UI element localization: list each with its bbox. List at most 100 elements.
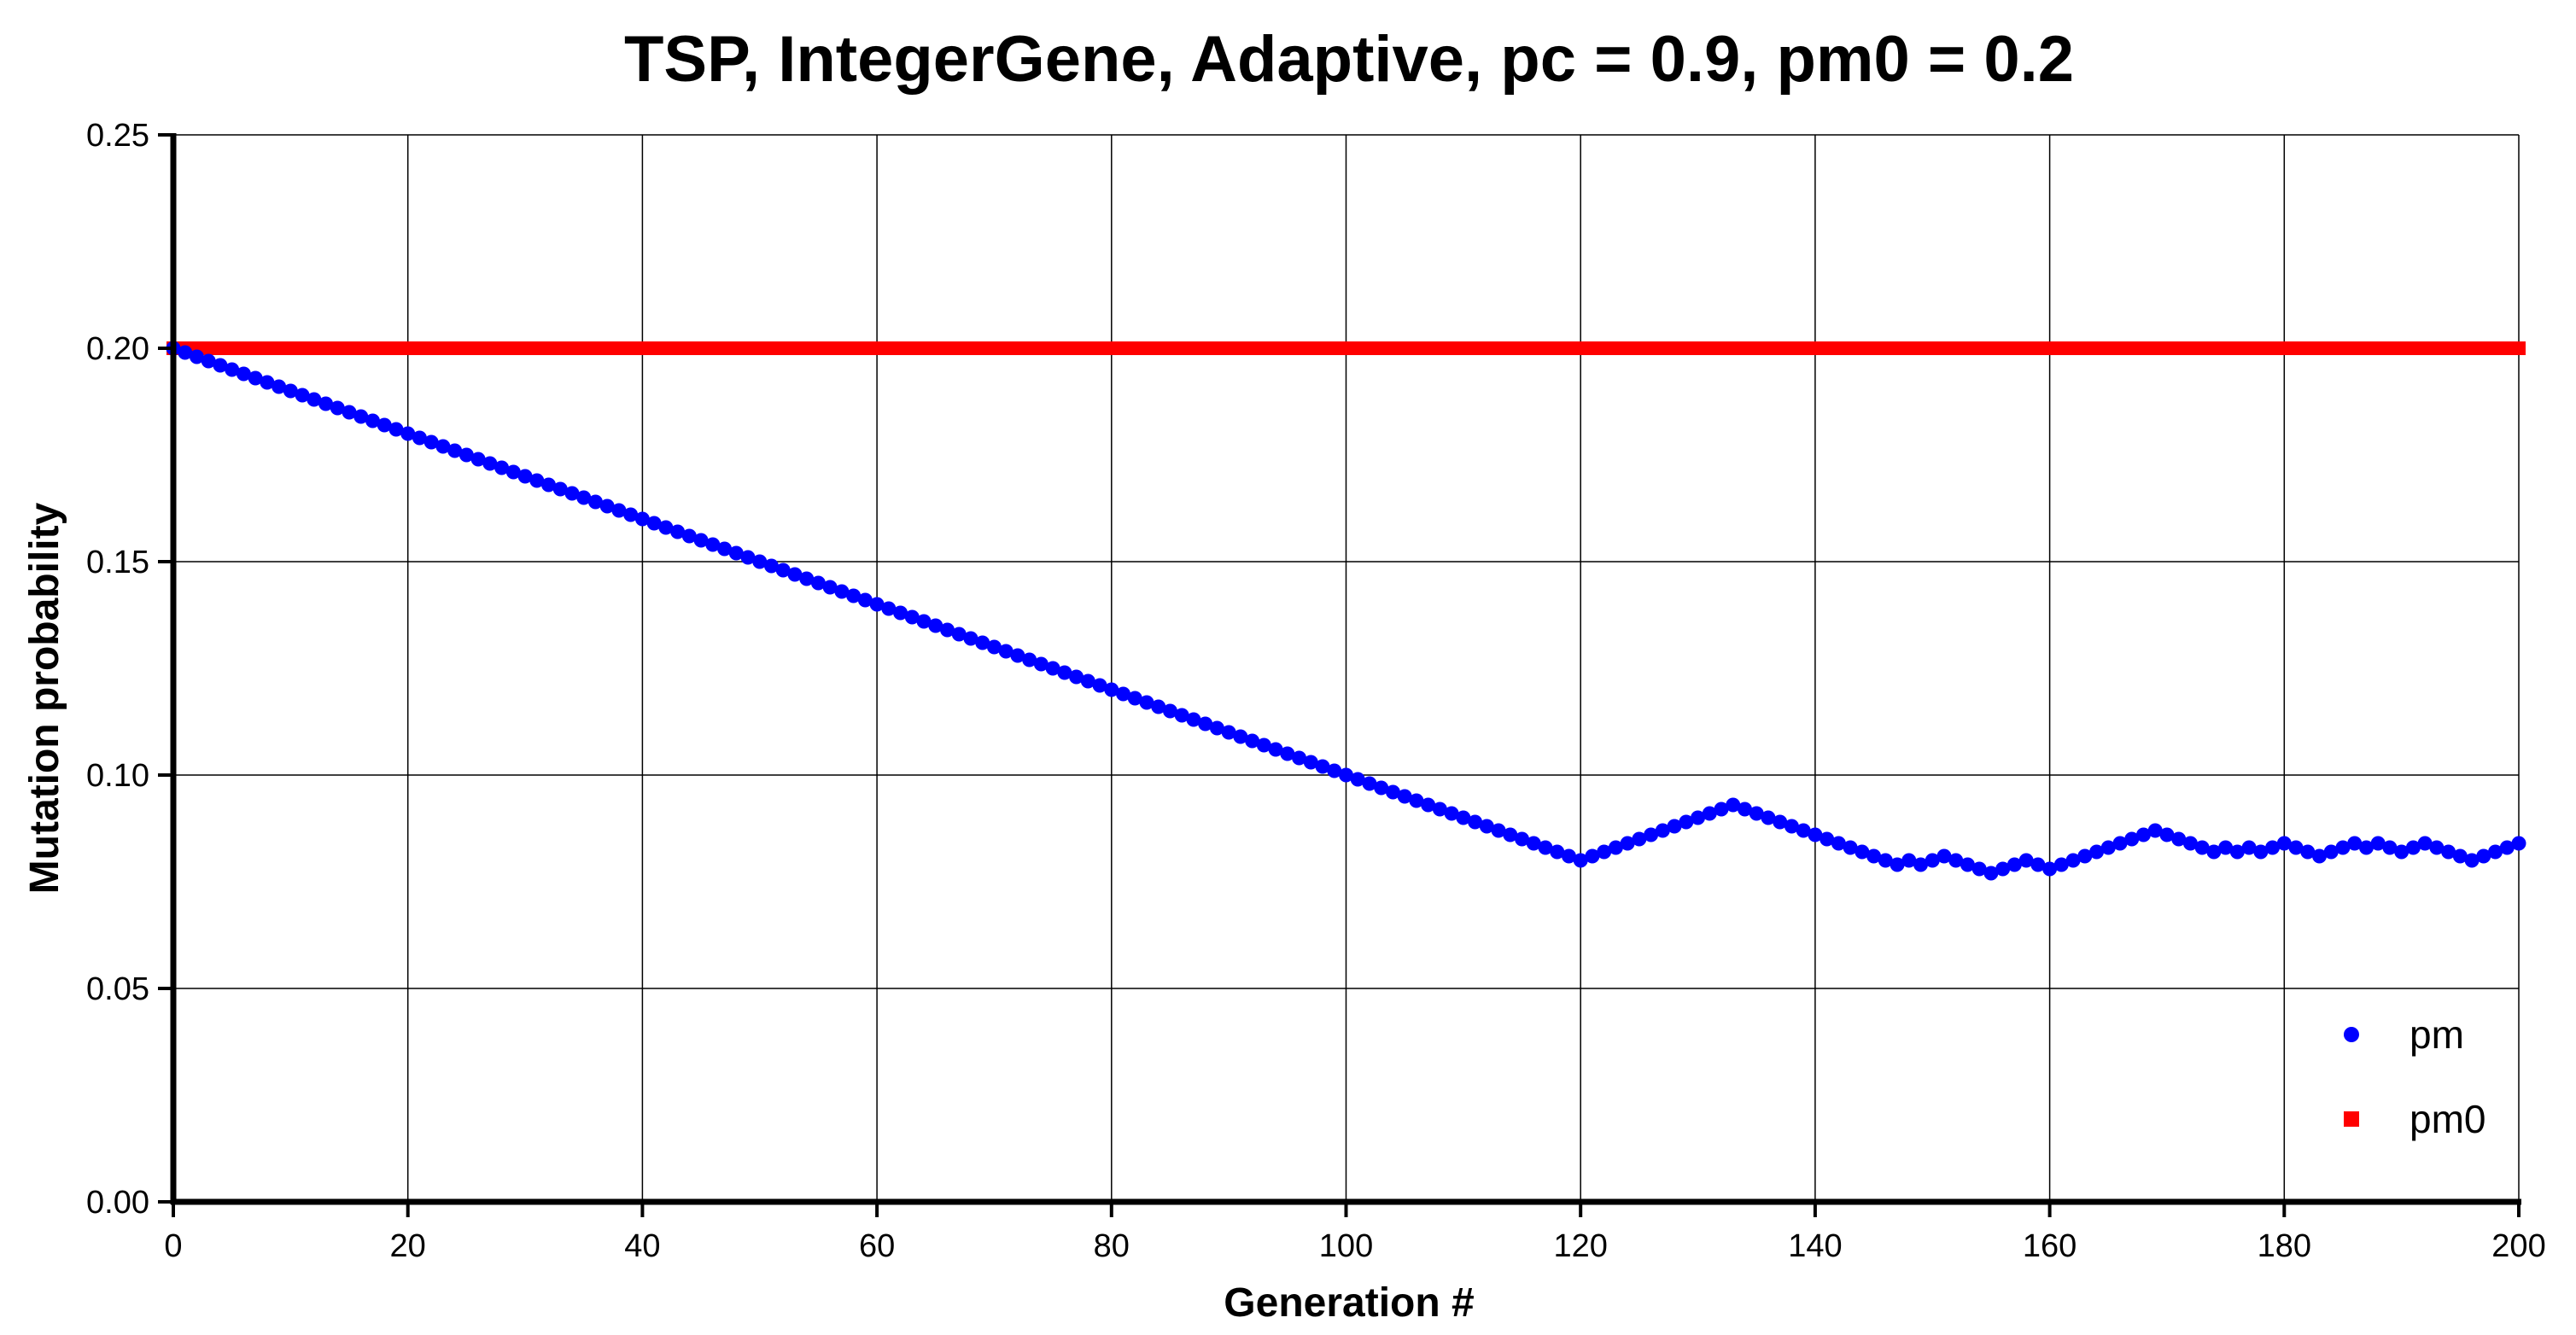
pm0-point [213,341,227,355]
pm-point [1503,827,1518,842]
pm0-point [1936,341,1951,355]
pm-point [822,580,838,595]
pm0-point [1081,341,1095,355]
pm0-point [2148,341,2163,355]
pm0-point [1703,341,1717,355]
pm-point [1174,708,1189,723]
pm0-point [2171,341,2186,355]
pm0-point [2206,341,2221,355]
pm0-point [1913,341,1928,355]
pm-point [1104,682,1119,697]
pm0-point [1304,341,1318,355]
x-tick-label: 120 [1553,1228,1607,1264]
pm0-point [2394,341,2409,355]
pm-point [1045,661,1060,676]
pm0-point [1972,341,1987,355]
pm0-point [940,341,955,355]
pm-point [505,464,521,480]
pm0-point [1280,341,1294,355]
pm0-point [1433,341,1447,355]
pm0-point [1104,341,1119,355]
pm-point [623,507,639,522]
pm0-point [283,341,298,355]
pm-point [834,584,850,599]
pm-point [1256,737,1271,753]
pm0-point [2371,341,2386,355]
pm-point [1737,802,1752,817]
pm0-point [2136,341,2151,355]
pm0-point [1995,341,2010,355]
pm0-point [1128,341,1142,355]
pm0-point [2253,341,2268,355]
pm-point [1362,776,1377,791]
x-axis-label: Generation # [1224,1280,1474,1326]
pm0-point [1409,341,1423,355]
pm0-point [2312,341,2327,355]
pm-point [318,396,334,411]
pm0-point [975,341,990,355]
pm-point [435,439,451,454]
pm-point [1726,797,1741,813]
pm0-point [2242,341,2257,355]
pm0-point [1609,341,1623,355]
pm-point [2100,840,2116,855]
pm-point [2265,840,2281,855]
pm0-point [1621,341,1635,355]
pm0-point [471,341,486,355]
pm0-point [623,341,638,355]
pm-point [2206,844,2222,860]
pm-point [2053,857,2069,872]
x-tick-label: 60 [859,1228,895,1264]
pm0-point [1714,341,1729,355]
x-tick-label: 0 [164,1228,182,1264]
pm0-point [482,341,497,355]
pm0-point [705,341,720,355]
pm-point [1139,695,1154,710]
pm-point [1960,857,1975,872]
pm-point [1901,853,1917,868]
pm0-point [1679,341,1693,355]
pm-point [1773,814,1788,830]
pm0-point [1983,341,1998,355]
pm0-point [506,341,521,355]
pm-point [2499,840,2515,855]
pm-point [740,550,756,565]
pm0-point [858,341,873,355]
pm0-point [1866,341,1881,355]
tick-labels: 0 20 40 60 80 100 120 140 160 180 200 0.00 0.05 0.10 0… [86,118,2546,1264]
pm-point [717,541,733,557]
pm0-point [2488,341,2503,355]
pm0-point [1010,341,1025,355]
x-tick-label: 80 [1094,1228,1130,1264]
pm-point [2441,844,2456,860]
pm-point [2042,861,2058,877]
pm-point [1127,691,1142,706]
pm-point [1526,836,1541,851]
pm-point [705,537,721,552]
pm0-point [447,341,462,355]
pm0-point [1632,341,1646,355]
pm0-point [1175,341,1189,355]
pm0-point [2289,341,2304,355]
pm0-point [881,341,896,355]
pm0-point [987,341,1002,355]
pm0-point [1316,341,1330,355]
pm-point [2288,840,2304,855]
pm-point [2147,823,2163,838]
pm0-point [1597,341,1611,355]
pm-point [2065,853,2081,868]
pm0-point [2124,341,2139,355]
pm0-point [2007,341,2022,355]
pm0-point [1831,341,1846,355]
pm0-point [1022,341,1037,355]
pm0-point [400,341,415,355]
pm0-point [1140,341,1154,355]
pm0-point [1960,341,1975,355]
pm-point [2429,840,2445,855]
pm-point [1714,802,1729,817]
pm-point [916,614,932,629]
pm-point [1749,806,1764,821]
pm-point [1796,823,1811,838]
pm0-point [412,341,427,355]
